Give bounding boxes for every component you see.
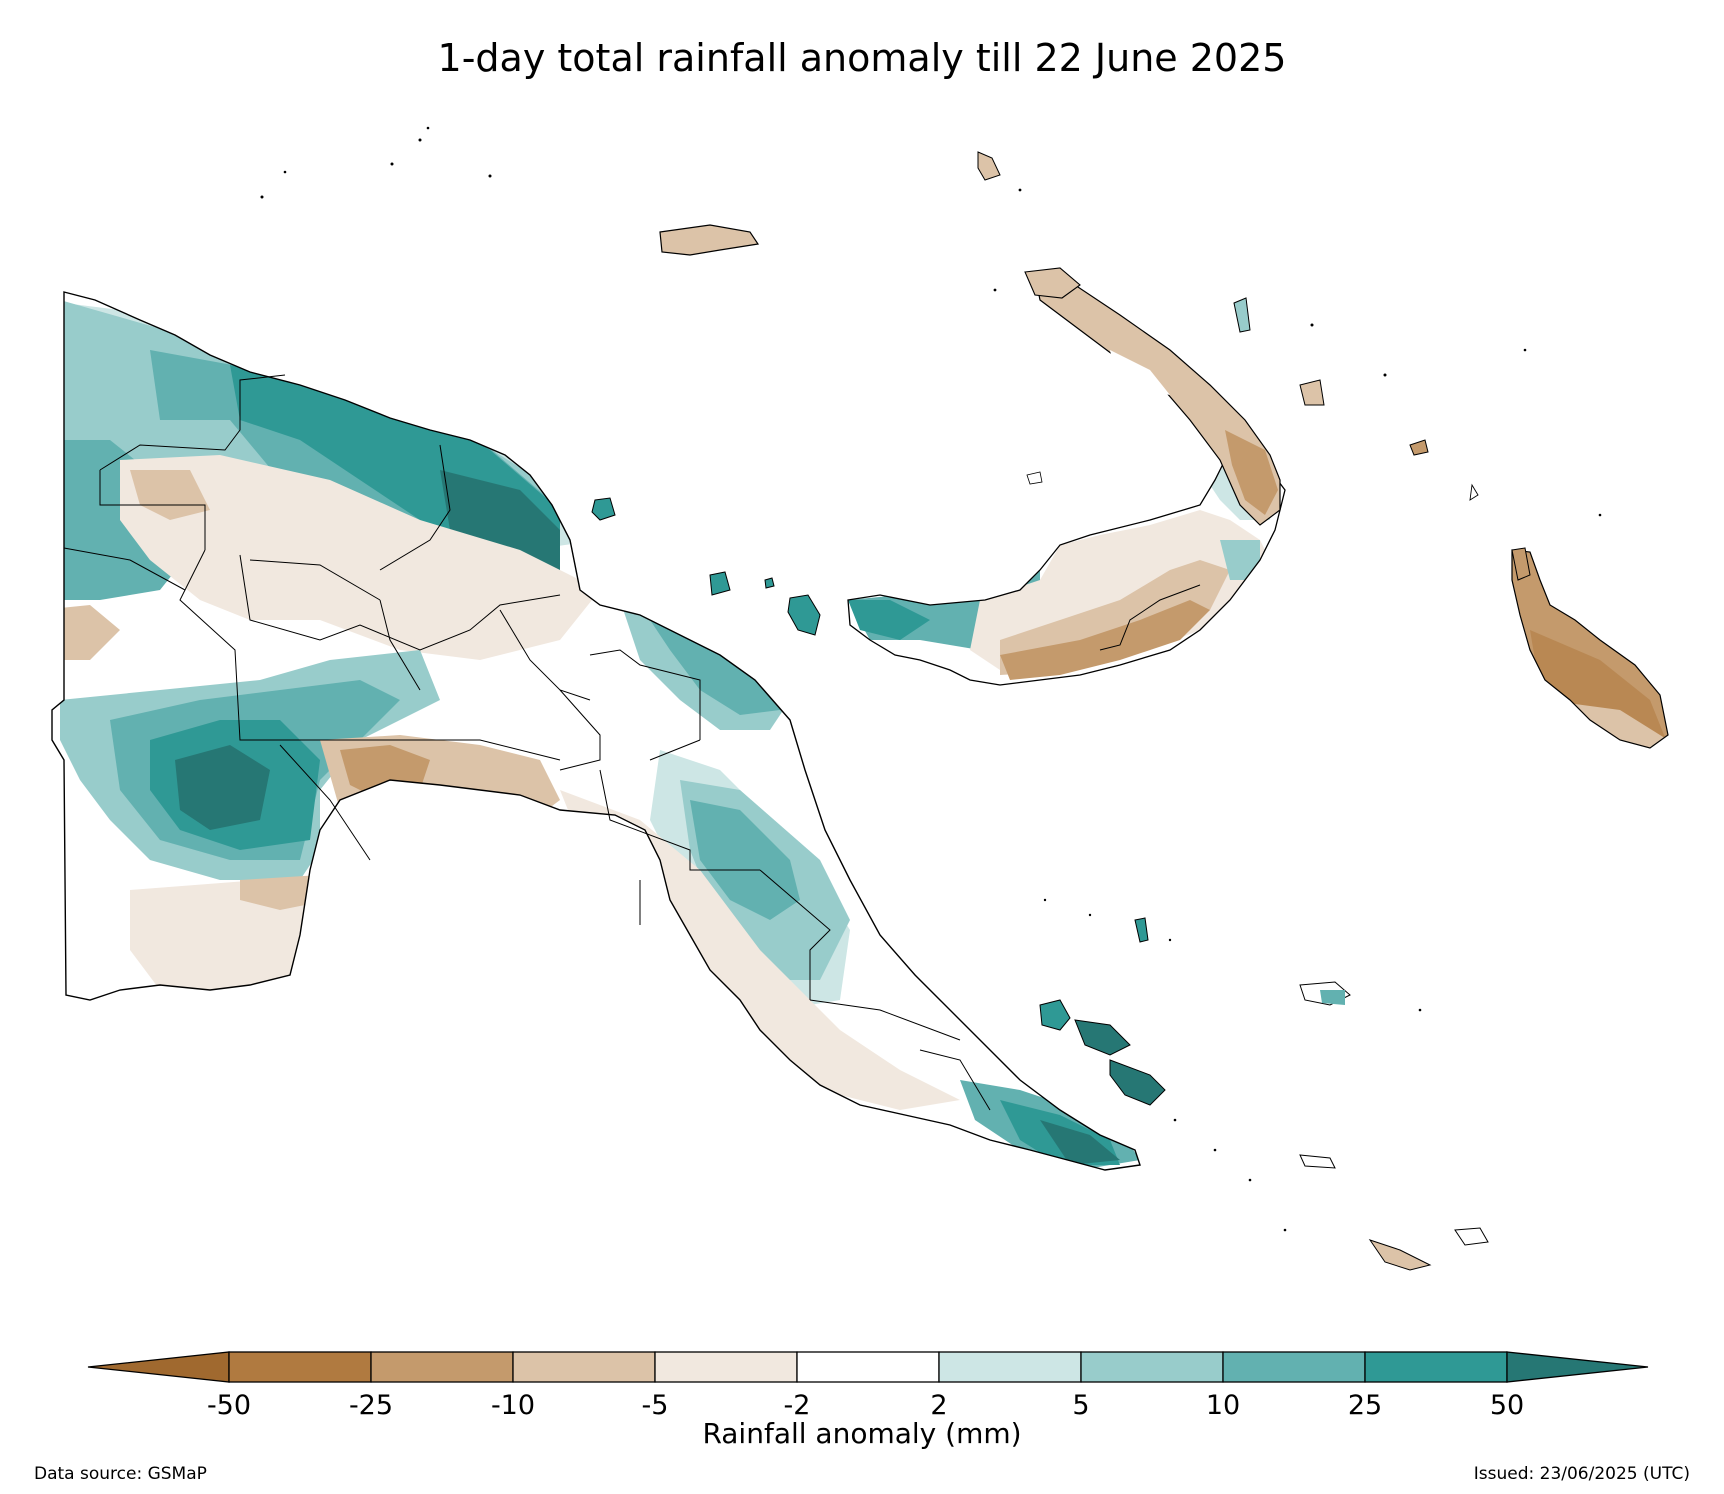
issued-date: Issued: 23/06/2025 (UTC) xyxy=(1473,1464,1690,1484)
bougainville-island xyxy=(1511,549,1669,749)
colorbar-extend-low xyxy=(87,1351,230,1383)
tick-label: 10 xyxy=(1206,1390,1240,1421)
colorbar-label: Rainfall anomaly (mm) xyxy=(702,1417,1022,1450)
tick-label: 25 xyxy=(1348,1390,1382,1421)
colorbar-extend-high xyxy=(1506,1351,1649,1383)
tick-label: -5 xyxy=(642,1390,669,1421)
colorbar-ticks: -50 -25 -10 -5 -2 2 5 10 25 50 xyxy=(207,1390,1524,1421)
data-source: Data source: GSMaP xyxy=(34,1464,207,1484)
tick-label: 5 xyxy=(1072,1390,1089,1421)
tick-label: -10 xyxy=(491,1390,535,1421)
map-title: 1-day total rainfall anomaly till 22 Jun… xyxy=(437,36,1287,80)
tick-label: -25 xyxy=(349,1390,393,1421)
tick-label: -50 xyxy=(207,1390,251,1421)
manus-island xyxy=(659,224,760,256)
tick-label: -2 xyxy=(784,1390,811,1421)
province-borders xyxy=(63,374,991,1111)
mainland-coastline xyxy=(51,291,1141,1171)
new-britain-coastline xyxy=(847,459,1286,686)
tick-label: 2 xyxy=(930,1390,947,1421)
tick-label: 50 xyxy=(1490,1390,1524,1421)
new-britain-border xyxy=(1099,584,1201,651)
colorbar xyxy=(87,1351,1649,1383)
